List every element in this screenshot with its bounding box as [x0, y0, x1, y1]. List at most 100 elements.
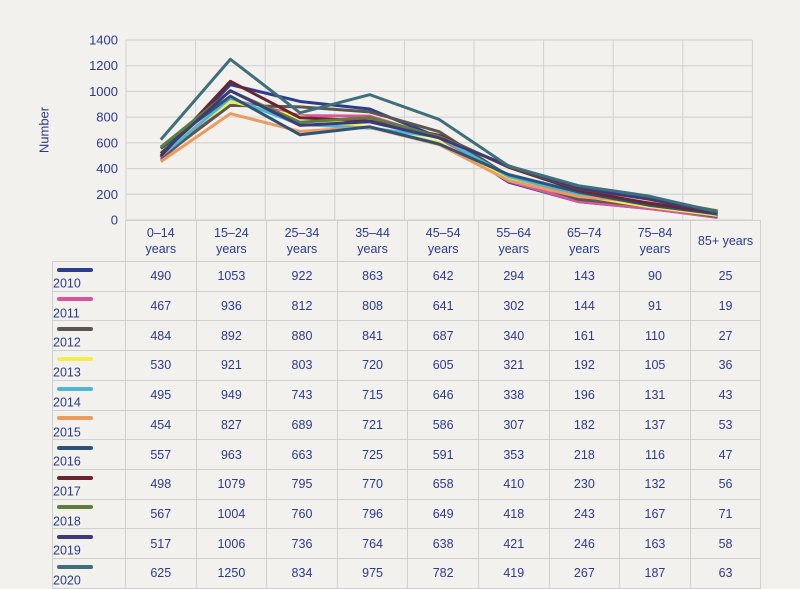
table-cell: 812	[266, 290, 338, 322]
legend-label: 2015	[53, 425, 81, 440]
table-cell: 557	[125, 439, 197, 470]
table-cell: 137	[619, 409, 691, 441]
table-cell: 841	[336, 320, 409, 352]
legend-label: 2018	[53, 514, 81, 529]
legend-entry: 2011	[52, 290, 126, 322]
category-header: 55–64 years	[477, 220, 550, 262]
table-cell: 53	[689, 409, 762, 441]
table-cell: 1004	[195, 498, 268, 530]
table-row: 2011 467 936 812 808 641 302 144 91 19	[52, 290, 762, 322]
table-header-row: 0–14 years 15–24 years 25–34 years 35–44 years 4…	[52, 220, 762, 262]
table-cell: 567	[125, 498, 197, 530]
legend-entry: 2019	[52, 528, 126, 560]
table-cell: 530	[125, 350, 197, 381]
table-cell: 803	[266, 350, 338, 381]
series-lines	[159, 57, 718, 220]
table-cell: 484	[125, 320, 197, 352]
table-cell: 1006	[195, 528, 268, 560]
line-chart: 0 200 400 600 800 1000 1200 1400	[89, 33, 753, 228]
table-cell: 591	[407, 439, 479, 470]
table-cell: 721	[336, 409, 409, 441]
table-row: 2010 490 1053 922 863 642 294 143 90 25	[52, 261, 762, 292]
table-cell: 267	[548, 558, 621, 589]
table-cell: 63	[689, 558, 762, 589]
table-row: 2015 454 827 689 721 586 307 182 137 53	[52, 409, 762, 441]
y-tick-label: 1000	[89, 84, 118, 99]
table-cell: 649	[407, 498, 479, 530]
table-cell: 91	[619, 290, 691, 322]
table-cell: 586	[407, 409, 479, 441]
legend-label: 2014	[53, 395, 81, 410]
table-cell: 56	[689, 468, 762, 500]
y-axis-ticks: 0 200 400 600 800 1000 1200 1400	[89, 33, 118, 228]
table-cell: 498	[125, 468, 197, 500]
legend-label: 2020	[53, 573, 81, 588]
table-cell: 131	[619, 379, 691, 411]
y-tick-label: 1400	[89, 33, 118, 48]
table-cell: 658	[407, 468, 479, 500]
table-cell: 132	[619, 468, 691, 500]
category-header: 45–54 years	[407, 220, 479, 262]
table-cell: 782	[407, 558, 479, 589]
y-tick-label: 600	[96, 135, 118, 150]
legend-label: 2013	[53, 365, 81, 380]
category-header: 65–74 years	[548, 220, 621, 262]
legend-label: 2017	[53, 484, 81, 499]
table-cell: 834	[266, 558, 338, 589]
table-cell: 71	[689, 498, 762, 530]
legend-swatch	[57, 445, 93, 450]
table-cell: 192	[548, 350, 621, 381]
legend-label: 2019	[53, 544, 81, 559]
y-tick-label: 1200	[89, 58, 118, 73]
table-cell: 517	[125, 528, 197, 560]
table-cell: 921	[195, 350, 268, 381]
legend-swatch	[57, 535, 93, 540]
table-cell: 19	[689, 290, 762, 322]
table-row: 2017 498 1079 795 770 658 410 230 132 56	[52, 468, 762, 500]
table-cell: 605	[407, 350, 479, 381]
table-cell: 936	[195, 290, 268, 322]
table-cell: 1053	[195, 261, 268, 292]
table-cell: 419	[477, 558, 550, 589]
category-header: 15–24 years	[195, 220, 268, 262]
table-cell: 663	[266, 439, 338, 470]
legend-label: 2010	[53, 276, 81, 291]
category-header: 85+ years	[689, 220, 762, 262]
table-cell: 90	[619, 261, 691, 292]
legend-label: 2011	[53, 306, 80, 321]
legend-swatch	[57, 327, 93, 332]
table-cell: 218	[548, 439, 621, 470]
table-cell: 143	[548, 261, 621, 292]
y-axis-label: Number	[36, 106, 52, 154]
table-cell: 105	[619, 350, 691, 381]
table-cell: 963	[195, 439, 268, 470]
table-cell: 467	[125, 290, 197, 322]
y-tick-label: 200	[96, 187, 118, 202]
table-cell: 760	[266, 498, 338, 530]
legend-swatch	[57, 475, 93, 480]
table-cell: 182	[548, 409, 621, 441]
legend-entry: 2020	[52, 558, 126, 589]
table-cell: 949	[195, 379, 268, 411]
table-cell: 1250	[195, 558, 268, 589]
series-line-2019	[159, 89, 718, 215]
table-cell: 625	[125, 558, 197, 589]
table-cell: 187	[619, 558, 691, 589]
table-cell: 25	[689, 261, 762, 292]
y-tick-label: 400	[96, 161, 118, 176]
legend-swatch	[57, 564, 93, 569]
table-cell: 421	[477, 528, 550, 560]
legend-label: 2012	[53, 336, 81, 351]
legend-entry: 2015	[52, 409, 126, 441]
table-cell: 43	[689, 379, 762, 411]
legend-label: 2016	[53, 454, 81, 469]
legend-swatch	[57, 505, 93, 510]
table-cell: 715	[336, 379, 409, 411]
table-cell: 720	[336, 350, 409, 381]
table-cell: 144	[548, 290, 621, 322]
table-cell: 975	[336, 558, 409, 589]
table-cell: 167	[619, 498, 691, 530]
table-row: 2016 557 963 663 725 591 353 218 116 47	[52, 439, 762, 470]
series-line-2016	[159, 94, 718, 216]
table-cell: 764	[336, 528, 409, 560]
